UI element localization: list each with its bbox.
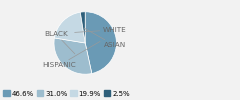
Wedge shape	[54, 12, 85, 43]
Wedge shape	[54, 38, 92, 74]
Text: HISPANIC: HISPANIC	[42, 41, 100, 68]
Text: ASIAN: ASIAN	[84, 28, 126, 48]
Text: WHITE: WHITE	[75, 27, 126, 33]
Wedge shape	[80, 12, 85, 43]
Wedge shape	[85, 12, 116, 74]
Text: BLACK: BLACK	[44, 31, 75, 54]
Legend: 46.6%, 31.0%, 19.9%, 2.5%: 46.6%, 31.0%, 19.9%, 2.5%	[3, 90, 130, 96]
